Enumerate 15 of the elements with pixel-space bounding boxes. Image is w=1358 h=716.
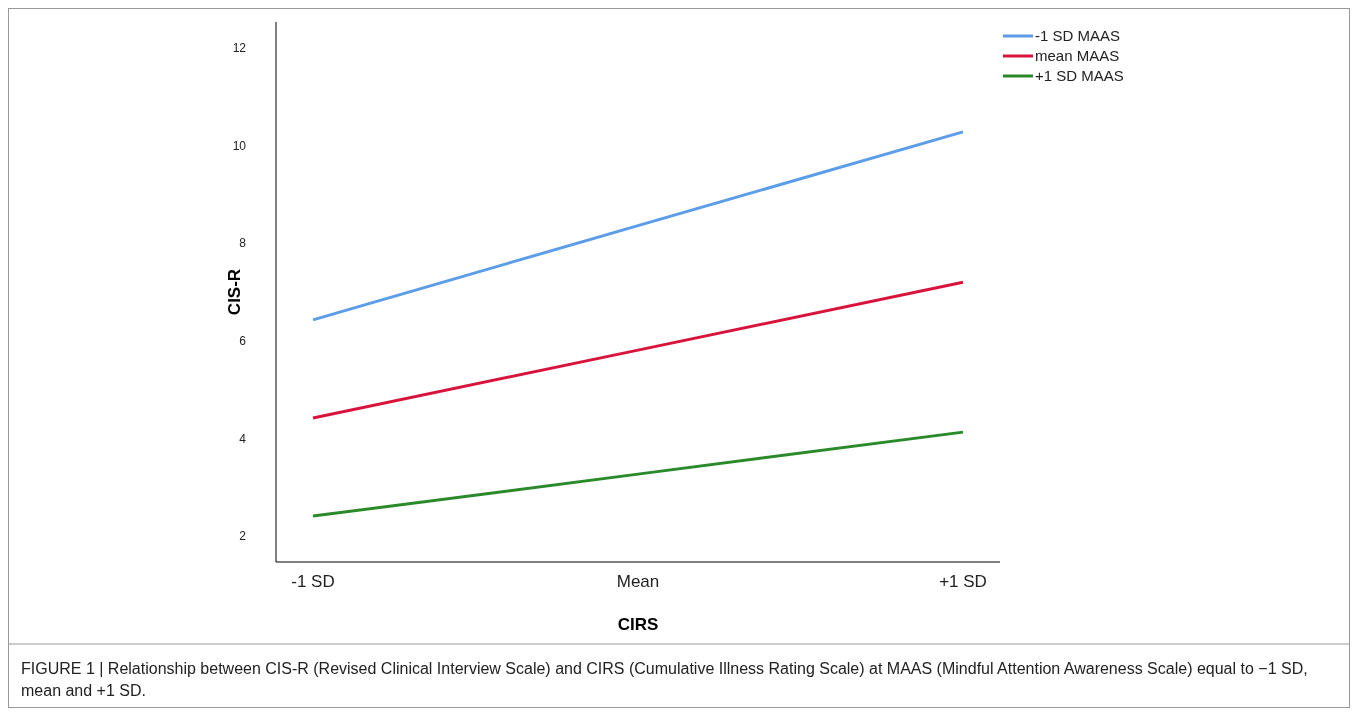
y-tick-label: 10: [232, 138, 247, 153]
legend-label: mean MAAS: [1035, 47, 1120, 65]
y-tick-label: 2: [239, 529, 247, 544]
y-tick-label: 4: [239, 431, 247, 446]
y-tick-label: 8: [239, 236, 247, 251]
caption: FIGURE 1 | Relationship between CIS-R (Revised Clinical Interview Scale) and CIRS (Cumulative Illness Rating Scale) at MAAS (Mindful Attention Awareness Scale) equal to −1 SD, mean and +1 SD.: [21, 660, 1308, 699]
legend-label: +1 SD MAAS: [1035, 67, 1124, 85]
x-tick-label: Mean: [616, 572, 660, 591]
x-tick-label: +1 SD: [939, 572, 987, 591]
x-tick-label: -1 SD: [291, 572, 335, 591]
y-tick-label: 12: [232, 41, 247, 56]
y-axis-title: CIS-R: [225, 268, 244, 316]
legend-label: -1 SD MAAS: [1035, 27, 1121, 45]
x-axis-title: CIRS: [617, 615, 659, 634]
y-tick-label: 6: [239, 334, 247, 349]
